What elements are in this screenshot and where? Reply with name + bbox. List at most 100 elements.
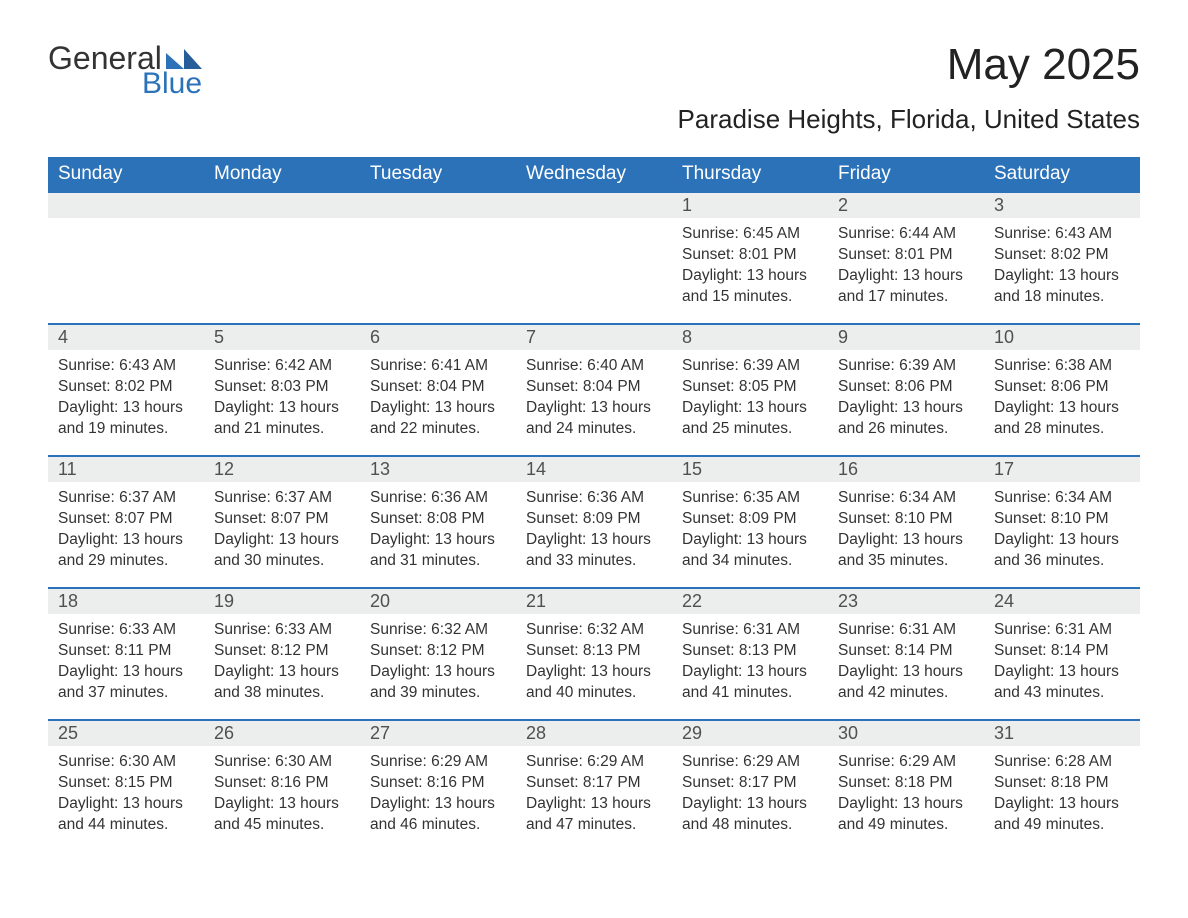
day-dl2: and 18 minutes. [994, 287, 1130, 308]
weekday-header: Wednesday [516, 157, 672, 192]
day-dl2: and 28 minutes. [994, 419, 1130, 440]
day-sunrise: Sunrise: 6:39 AM [682, 356, 818, 377]
day-sunrise: Sunrise: 6:34 AM [838, 488, 974, 509]
day-details: Sunrise: 6:29 AMSunset: 8:18 PMDaylight:… [828, 746, 984, 842]
day-sunrise: Sunrise: 6:43 AM [994, 224, 1130, 245]
day-number: 21 [516, 589, 672, 614]
day-number [48, 193, 204, 218]
day-sunset: Sunset: 8:01 PM [682, 245, 818, 266]
day-details: Sunrise: 6:42 AMSunset: 8:03 PMDaylight:… [204, 350, 360, 446]
day-details: Sunrise: 6:43 AMSunset: 8:02 PMDaylight:… [48, 350, 204, 446]
day-details: Sunrise: 6:33 AMSunset: 8:12 PMDaylight:… [204, 614, 360, 710]
calendar-day-cell: 21Sunrise: 6:32 AMSunset: 8:13 PMDayligh… [516, 588, 672, 720]
day-dl2: and 49 minutes. [994, 815, 1130, 836]
day-dl1: Daylight: 13 hours [994, 794, 1130, 815]
day-details: Sunrise: 6:34 AMSunset: 8:10 PMDaylight:… [828, 482, 984, 578]
day-details: Sunrise: 6:41 AMSunset: 8:04 PMDaylight:… [360, 350, 516, 446]
day-number: 6 [360, 325, 516, 350]
calendar-day-cell: 11Sunrise: 6:37 AMSunset: 8:07 PMDayligh… [48, 456, 204, 588]
day-dl2: and 29 minutes. [58, 551, 194, 572]
day-sunset: Sunset: 8:17 PM [526, 773, 662, 794]
calendar-day-cell: 25Sunrise: 6:30 AMSunset: 8:15 PMDayligh… [48, 720, 204, 852]
calendar-day-cell: 18Sunrise: 6:33 AMSunset: 8:11 PMDayligh… [48, 588, 204, 720]
day-sunset: Sunset: 8:07 PM [58, 509, 194, 530]
day-sunset: Sunset: 8:13 PM [682, 641, 818, 662]
day-details: Sunrise: 6:31 AMSunset: 8:14 PMDaylight:… [828, 614, 984, 710]
day-sunset: Sunset: 8:18 PM [838, 773, 974, 794]
day-dl2: and 40 minutes. [526, 683, 662, 704]
weekday-header-row: Sunday Monday Tuesday Wednesday Thursday… [48, 157, 1140, 192]
day-dl1: Daylight: 13 hours [58, 530, 194, 551]
calendar-day-cell: 16Sunrise: 6:34 AMSunset: 8:10 PMDayligh… [828, 456, 984, 588]
day-details: Sunrise: 6:39 AMSunset: 8:06 PMDaylight:… [828, 350, 984, 446]
day-dl1: Daylight: 13 hours [994, 398, 1130, 419]
weekday-header: Friday [828, 157, 984, 192]
calendar-day-cell: 17Sunrise: 6:34 AMSunset: 8:10 PMDayligh… [984, 456, 1140, 588]
header: General Blue May 2025 Paradise Heights, … [48, 40, 1140, 147]
day-details: Sunrise: 6:30 AMSunset: 8:16 PMDaylight:… [204, 746, 360, 842]
day-sunrise: Sunrise: 6:29 AM [838, 752, 974, 773]
day-number: 18 [48, 589, 204, 614]
day-sunrise: Sunrise: 6:33 AM [58, 620, 194, 641]
day-dl1: Daylight: 13 hours [370, 530, 506, 551]
day-sunrise: Sunrise: 6:33 AM [214, 620, 350, 641]
day-sunset: Sunset: 8:04 PM [526, 377, 662, 398]
day-dl2: and 35 minutes. [838, 551, 974, 572]
day-details: Sunrise: 6:39 AMSunset: 8:05 PMDaylight:… [672, 350, 828, 446]
day-dl1: Daylight: 13 hours [526, 662, 662, 683]
day-number: 8 [672, 325, 828, 350]
day-details: Sunrise: 6:28 AMSunset: 8:18 PMDaylight:… [984, 746, 1140, 842]
day-dl2: and 19 minutes. [58, 419, 194, 440]
day-dl1: Daylight: 13 hours [58, 398, 194, 419]
day-dl2: and 25 minutes. [682, 419, 818, 440]
day-dl1: Daylight: 13 hours [682, 398, 818, 419]
day-dl2: and 48 minutes. [682, 815, 818, 836]
day-sunset: Sunset: 8:15 PM [58, 773, 194, 794]
calendar-day-cell: 12Sunrise: 6:37 AMSunset: 8:07 PMDayligh… [204, 456, 360, 588]
day-sunrise: Sunrise: 6:32 AM [526, 620, 662, 641]
day-dl1: Daylight: 13 hours [838, 530, 974, 551]
day-sunrise: Sunrise: 6:29 AM [682, 752, 818, 773]
day-dl2: and 15 minutes. [682, 287, 818, 308]
weekday-header: Monday [204, 157, 360, 192]
day-sunset: Sunset: 8:06 PM [994, 377, 1130, 398]
day-sunset: Sunset: 8:09 PM [682, 509, 818, 530]
day-number: 29 [672, 721, 828, 746]
day-sunset: Sunset: 8:05 PM [682, 377, 818, 398]
weekday-header: Thursday [672, 157, 828, 192]
day-sunrise: Sunrise: 6:31 AM [682, 620, 818, 641]
day-number: 14 [516, 457, 672, 482]
day-details: Sunrise: 6:33 AMSunset: 8:11 PMDaylight:… [48, 614, 204, 710]
day-sunset: Sunset: 8:03 PM [214, 377, 350, 398]
day-sunset: Sunset: 8:12 PM [214, 641, 350, 662]
day-details: Sunrise: 6:29 AMSunset: 8:17 PMDaylight:… [516, 746, 672, 842]
day-details [48, 218, 204, 230]
day-sunset: Sunset: 8:12 PM [370, 641, 506, 662]
day-dl2: and 47 minutes. [526, 815, 662, 836]
calendar-week-row: 4Sunrise: 6:43 AMSunset: 8:02 PMDaylight… [48, 324, 1140, 456]
day-dl1: Daylight: 13 hours [838, 266, 974, 287]
day-dl2: and 39 minutes. [370, 683, 506, 704]
weekday-header: Saturday [984, 157, 1140, 192]
day-dl2: and 31 minutes. [370, 551, 506, 572]
day-sunset: Sunset: 8:18 PM [994, 773, 1130, 794]
page-title: May 2025 [678, 40, 1140, 90]
calendar-day-cell: 31Sunrise: 6:28 AMSunset: 8:18 PMDayligh… [984, 720, 1140, 852]
day-details: Sunrise: 6:32 AMSunset: 8:12 PMDaylight:… [360, 614, 516, 710]
calendar-day-cell: 13Sunrise: 6:36 AMSunset: 8:08 PMDayligh… [360, 456, 516, 588]
day-dl1: Daylight: 13 hours [370, 662, 506, 683]
calendar-week-row: 25Sunrise: 6:30 AMSunset: 8:15 PMDayligh… [48, 720, 1140, 852]
day-number: 25 [48, 721, 204, 746]
day-sunset: Sunset: 8:14 PM [994, 641, 1130, 662]
day-dl1: Daylight: 13 hours [682, 662, 818, 683]
day-details [204, 218, 360, 230]
day-dl2: and 45 minutes. [214, 815, 350, 836]
calendar-day-cell: 1Sunrise: 6:45 AMSunset: 8:01 PMDaylight… [672, 192, 828, 324]
day-dl2: and 49 minutes. [838, 815, 974, 836]
day-sunrise: Sunrise: 6:42 AM [214, 356, 350, 377]
day-sunrise: Sunrise: 6:36 AM [370, 488, 506, 509]
day-sunset: Sunset: 8:10 PM [838, 509, 974, 530]
day-dl1: Daylight: 13 hours [370, 398, 506, 419]
day-details: Sunrise: 6:30 AMSunset: 8:15 PMDaylight:… [48, 746, 204, 842]
calendar-day-cell: 29Sunrise: 6:29 AMSunset: 8:17 PMDayligh… [672, 720, 828, 852]
